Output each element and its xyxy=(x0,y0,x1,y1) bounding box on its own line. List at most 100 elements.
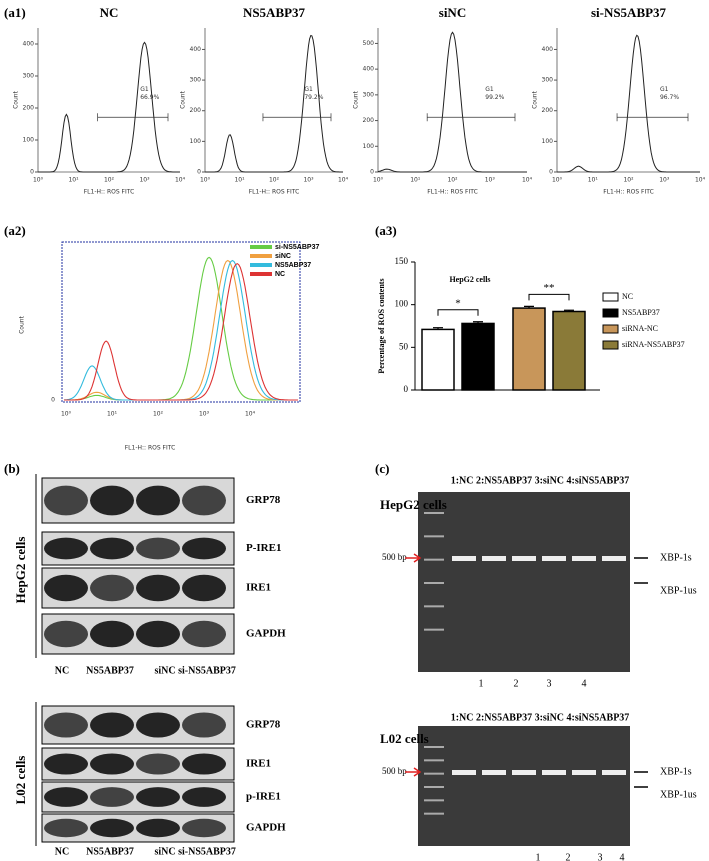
blot-band xyxy=(90,753,134,775)
legend-label: siRNA-NC xyxy=(622,324,658,333)
cell-label: HepG2 cells xyxy=(13,537,28,604)
band-label: XBP-1us xyxy=(660,585,697,596)
x-tick-label: 10² xyxy=(623,177,634,184)
gel-band xyxy=(512,556,536,561)
gate-marker xyxy=(616,113,689,122)
error-bar xyxy=(524,305,534,309)
band-label: GRP78 xyxy=(246,494,281,506)
x-tick-label: 10¹ xyxy=(68,177,79,184)
y-tick-label: 500 xyxy=(363,40,375,47)
blot-band xyxy=(90,485,134,516)
y-tick-label: 0 xyxy=(30,169,34,176)
x-axis-label: FL1-H:: ROS FITC xyxy=(249,189,300,196)
y-tick-label: 200 xyxy=(190,107,202,114)
lane-label: 2 xyxy=(566,852,571,861)
histogram-curve xyxy=(205,34,343,173)
error-bar xyxy=(564,309,574,312)
band-label: P-IRE1 xyxy=(246,542,281,554)
x-tick-label: 10⁰ xyxy=(200,177,211,184)
gate-name: G1 xyxy=(660,86,669,93)
gate-percent: 99.2% xyxy=(485,94,504,101)
legend-swatch xyxy=(250,263,272,267)
x-tick-label: 10⁰ xyxy=(33,177,44,184)
x-tick-label: 10² xyxy=(447,177,458,184)
blot-band xyxy=(182,712,226,738)
lane-label: 3 xyxy=(598,852,603,861)
legend-swatch xyxy=(602,324,619,334)
y-tick-label: 400 xyxy=(190,46,202,53)
panel-label: (c) xyxy=(375,461,389,476)
y-tick-label: 200 xyxy=(542,107,554,114)
y-axis-label: Count xyxy=(180,90,187,108)
y-tick-label: 0 xyxy=(197,169,201,176)
legend-label: NC xyxy=(622,292,633,301)
y-tick-label: 300 xyxy=(542,77,554,84)
significance-bracket xyxy=(528,293,570,301)
plot-title: si-NS5ABP37 xyxy=(591,5,667,20)
blot-band xyxy=(182,485,226,516)
overlay-curve xyxy=(64,262,298,401)
blot-band xyxy=(44,712,88,738)
overlay-curve xyxy=(63,259,298,401)
x-axis-label: FL1-H:: ROS FITC xyxy=(84,189,135,196)
y-tick-label: 400 xyxy=(23,41,35,48)
x-axis-label: FL1-H:: ROS FITC xyxy=(125,445,176,452)
blot-band xyxy=(136,620,180,648)
x-tick-label: 10³ xyxy=(485,177,496,184)
lane-label: siNC xyxy=(154,665,175,676)
legend-label: siRNA-NS5ABP37 xyxy=(622,340,685,349)
y-tick-label: 400 xyxy=(363,66,375,73)
blot-band xyxy=(44,753,88,775)
gate-percent: 96.7% xyxy=(660,94,679,101)
blot-band xyxy=(182,818,226,838)
y-tick-label: 0 xyxy=(51,397,55,404)
x-tick-label: 10² xyxy=(269,177,280,184)
gate-percent: 79.2% xyxy=(304,94,323,101)
y-tick-label: 300 xyxy=(363,91,375,98)
panel-label: (a3) xyxy=(375,223,397,238)
gel-band xyxy=(452,556,476,561)
y-tick-label: 300 xyxy=(190,77,202,84)
ladder-band xyxy=(424,628,444,631)
blot-band xyxy=(44,818,88,838)
legend-label: si-NS5ABP37 xyxy=(275,244,319,251)
y-axis-label: Count xyxy=(353,90,360,108)
x-tick-label: 10¹ xyxy=(410,177,421,184)
bar xyxy=(512,307,546,391)
y-axis-label: Percentage of ROS contents xyxy=(377,278,386,373)
blot-band xyxy=(136,818,180,838)
significance-mark: ** xyxy=(544,282,555,294)
legend-swatch xyxy=(602,292,619,302)
overlay-curve xyxy=(64,256,298,401)
x-tick-label: 10² xyxy=(104,177,115,184)
y-tick-label: 400 xyxy=(542,46,554,53)
band-label: XBP-1s xyxy=(660,552,692,563)
marker-label: 500 bp xyxy=(382,552,407,562)
plot-title: siNC xyxy=(439,5,466,20)
ladder-band xyxy=(424,812,444,815)
plot-title: NS5ABP37 xyxy=(243,5,306,20)
gate-name: G1 xyxy=(304,86,313,93)
x-tick-label: 10⁰ xyxy=(552,177,563,184)
bar xyxy=(552,310,586,391)
histogram-curve xyxy=(38,41,180,173)
blot-band xyxy=(90,620,134,648)
lane-label: si-NS5ABP37 xyxy=(178,665,236,676)
y-tick-label: 200 xyxy=(23,105,35,112)
x-tick-label: 10⁰ xyxy=(373,177,384,184)
plot-title: NC xyxy=(100,5,119,20)
lane-label: 4 xyxy=(582,678,587,689)
gate-percent: 66.9% xyxy=(140,94,159,101)
x-tick-label: 10⁴ xyxy=(175,177,186,184)
gate-marker xyxy=(97,113,169,122)
lane-label: NC xyxy=(55,846,69,857)
blot-band xyxy=(136,753,180,775)
chart-title: HepG2 cells xyxy=(449,275,490,284)
x-axis-label: FL1-H:: ROS FITC xyxy=(603,189,654,196)
ladder-band xyxy=(424,759,444,762)
legend-label: NC xyxy=(275,271,285,278)
blot-band xyxy=(182,753,226,775)
blot-band xyxy=(182,787,226,807)
lane-label: 3 xyxy=(547,678,552,689)
